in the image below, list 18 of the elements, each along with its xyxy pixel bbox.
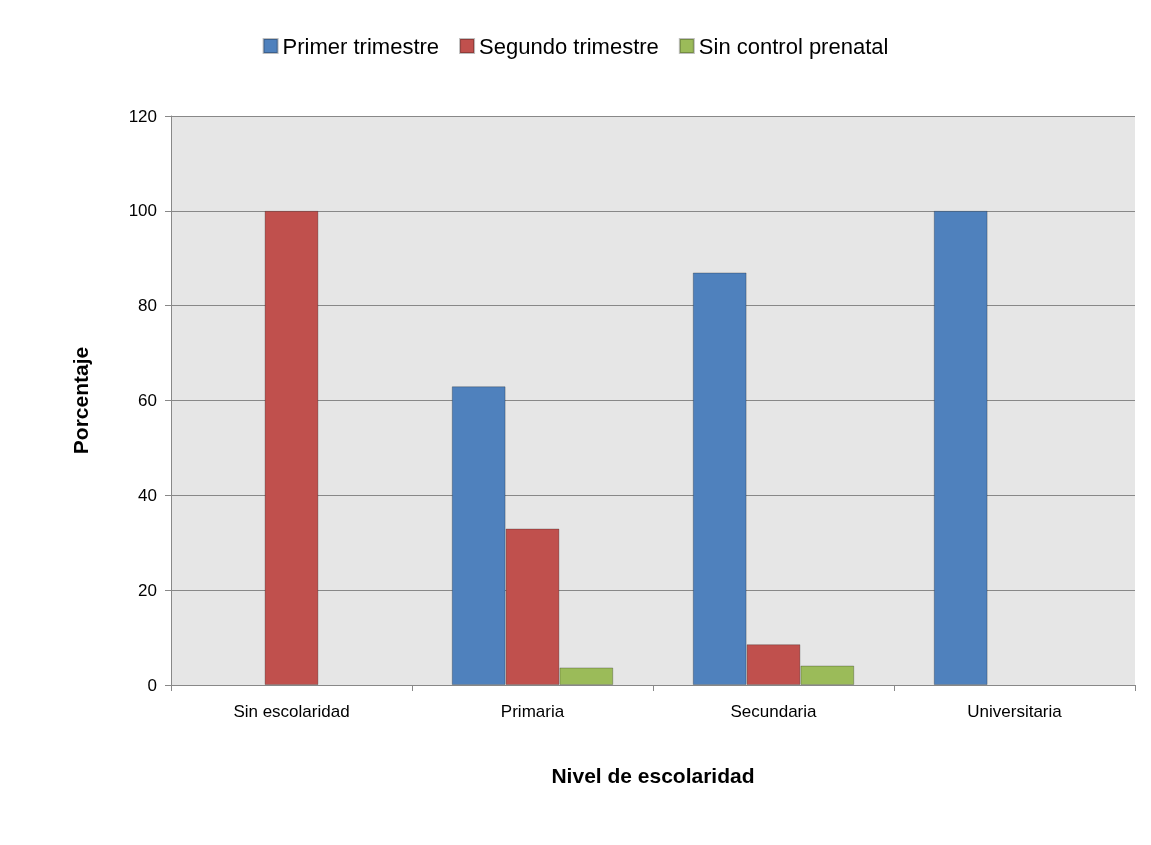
y-tick-label: 100: [128, 201, 157, 221]
y-tick-label: 40: [138, 485, 157, 505]
x-tick-label: Sin escolaridad: [233, 702, 350, 721]
y-tick-label: 80: [138, 296, 157, 316]
legend-label: Segundo trimestre: [479, 33, 659, 59]
x-tick-label: Universitaria: [967, 702, 1063, 721]
y-tick-label: 0: [147, 675, 157, 695]
x-tick-label: Secundaria: [730, 702, 818, 721]
bar: [933, 210, 988, 685]
legend-label: Sin control prenatal: [698, 33, 889, 59]
y-tick-label: 60: [138, 391, 157, 410]
y-tick-label: 20: [138, 580, 157, 600]
y-tick-label: 120: [128, 106, 157, 126]
legend-label: Primer trimestre: [282, 33, 440, 59]
x-tick-label: Primaria: [500, 702, 565, 721]
x-axis-title: Nivel de escolaridad: [551, 764, 755, 787]
y-axis-title: Porcentaje: [69, 346, 92, 455]
bar: [264, 210, 319, 685]
